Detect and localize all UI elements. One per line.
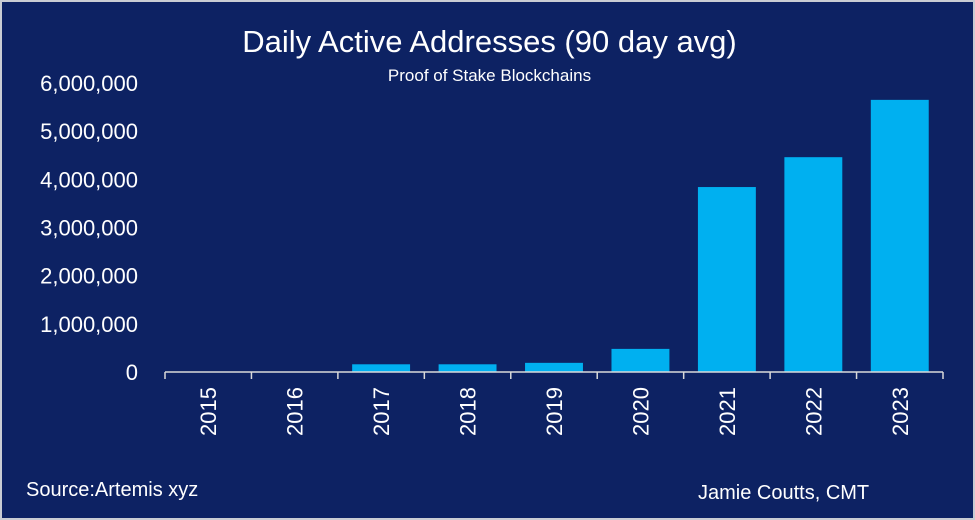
- bar-2021: [697, 187, 756, 372]
- x-tick-label: 2016: [283, 387, 308, 436]
- bar-2022: [784, 157, 843, 372]
- bar-2020: [611, 348, 670, 372]
- y-tick-label: 4,000,000: [40, 167, 138, 192]
- y-axis-tick-labels: 0 1,000,000 2,000,000 3,000,000 4,000,000 5,0…: [40, 71, 138, 385]
- source-note: Source:Artemis xyz: [26, 479, 199, 501]
- x-tick-label: 2022: [801, 387, 826, 436]
- y-tick-label: 3,000,000: [40, 216, 138, 241]
- x-tick-label: 2017: [369, 387, 394, 436]
- y-tick-label: 5,000,000: [40, 119, 138, 144]
- x-axis-tick-marks: [164, 372, 944, 379]
- y-tick-label: 2,000,000: [40, 264, 138, 289]
- x-tick-label: 2015: [196, 387, 221, 436]
- x-axis-tick-labels: 2015 2016 2017 2018 2019 2020 2021 2022 2023: [196, 387, 913, 436]
- bar-2017: [352, 364, 411, 372]
- bar-2019: [525, 362, 583, 372]
- y-tick-label: 6,000,000: [40, 71, 138, 96]
- x-tick-label: 2018: [456, 387, 481, 436]
- y-tick-label: 1,000,000: [40, 312, 138, 337]
- x-tick-label: 2019: [542, 387, 567, 436]
- author-credit: Jamie Coutts, CMT: [698, 482, 870, 504]
- x-tick-label: 2023: [888, 387, 913, 436]
- x-tick-label: 2020: [628, 387, 653, 436]
- chart-title: Daily Active Addresses (90 day avg): [242, 24, 737, 59]
- y-tick-label: 0: [126, 360, 138, 385]
- bar-series: [352, 99, 929, 372]
- bar-2018: [438, 364, 497, 372]
- x-tick-label: 2021: [715, 387, 740, 436]
- bar-2023: [870, 99, 929, 372]
- chart-subtitle: Proof of Stake Blockchains: [387, 66, 592, 85]
